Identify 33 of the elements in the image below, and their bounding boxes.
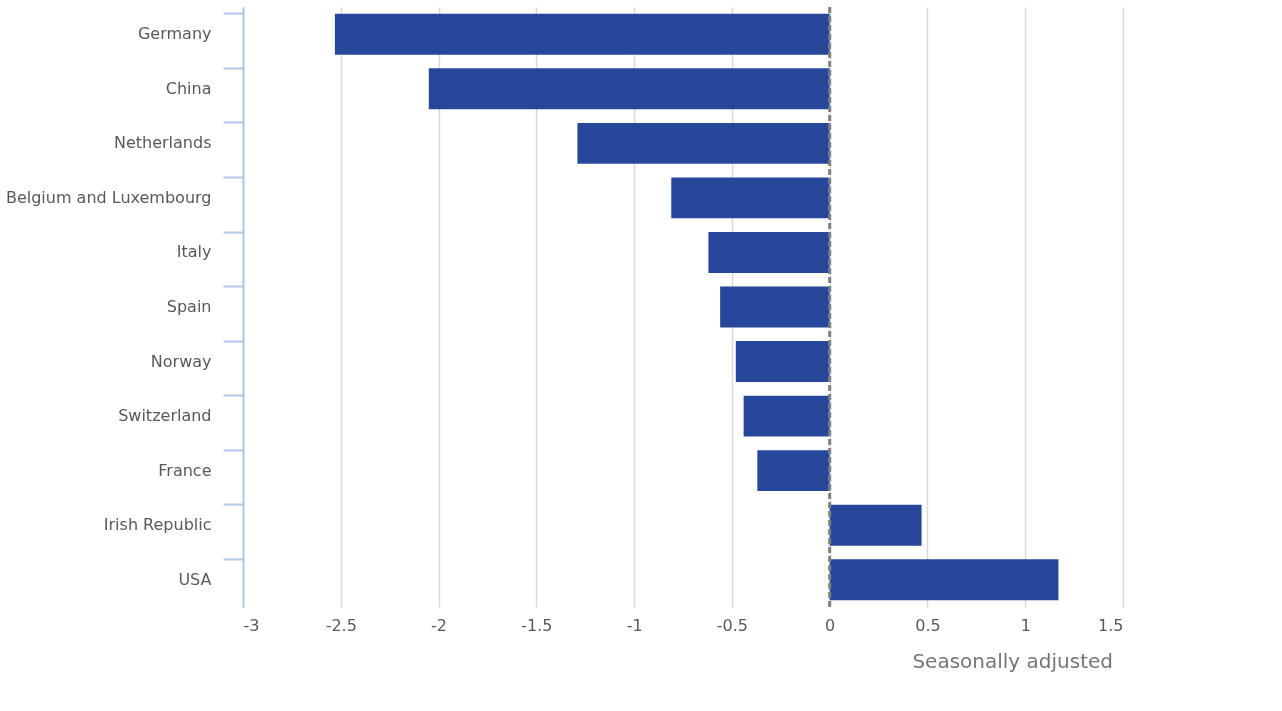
bar: [428, 68, 830, 110]
y-tick-label: Norway: [150, 351, 212, 371]
y-tick-label: Netherlands: [113, 133, 212, 153]
x-tick-label: -1.5: [521, 615, 553, 635]
x-tick-label: -1: [626, 615, 643, 635]
bar: [829, 504, 922, 546]
x-tick-label: -3: [243, 615, 260, 635]
x-tick-label: -0.5: [716, 615, 748, 635]
y-tick-label: France: [158, 460, 212, 480]
bar: [829, 559, 1059, 601]
bar: [735, 341, 830, 382]
y-tick-label: Irish Republic: [103, 515, 212, 535]
bar: [334, 13, 830, 55]
y-tick-label: China: [165, 78, 212, 98]
x-tick-label: 0: [825, 615, 836, 635]
y-tick-label: Spain: [166, 297, 212, 316]
x-tick-label: 1.5: [1098, 615, 1124, 635]
text: Seasonally adjusted: [912, 649, 1113, 673]
bar: [708, 232, 830, 273]
bar: [743, 395, 830, 437]
y-tick-label: Germany: [137, 24, 212, 44]
bar: [720, 286, 830, 328]
y-tick-label: USA: [178, 569, 212, 589]
bar: [671, 177, 830, 219]
y-tick-label: Switzerland: [118, 406, 212, 426]
y-tick-label: Italy: [176, 242, 212, 262]
y-tick-label: Belgium and Luxembourg: [5, 187, 212, 207]
bar: [757, 450, 830, 492]
x-tick-label: 1: [1020, 615, 1031, 635]
x-tick-label: -2.5: [325, 615, 357, 635]
x-tick-label: -2: [431, 615, 448, 635]
x-tick-label: 0.5: [915, 615, 941, 635]
bar: [577, 122, 830, 164]
